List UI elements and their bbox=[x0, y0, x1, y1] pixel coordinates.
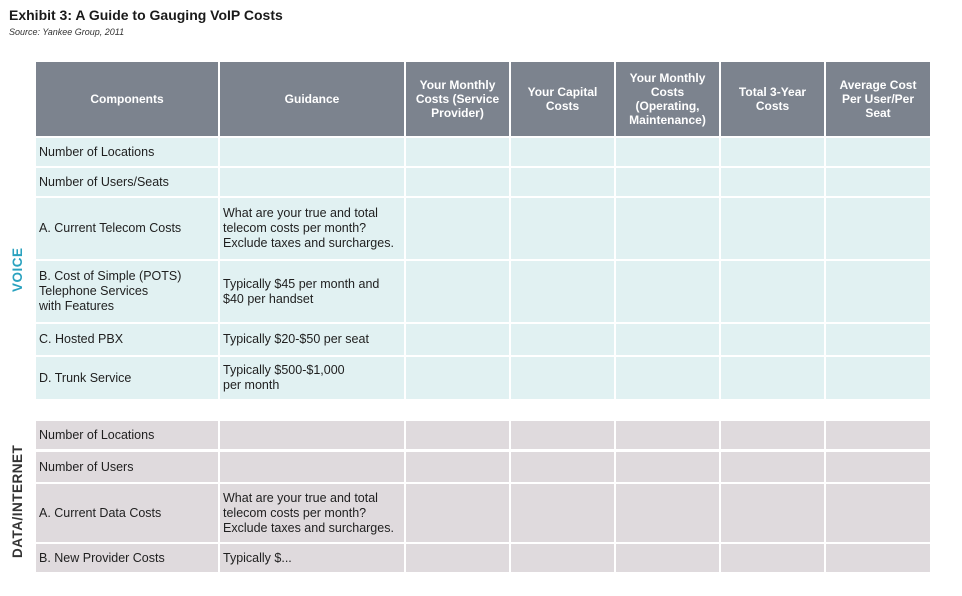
value-cell bbox=[721, 198, 824, 259]
value-cell bbox=[721, 544, 824, 572]
guidance-cell bbox=[220, 421, 404, 449]
value-cell bbox=[511, 484, 614, 542]
value-cell bbox=[406, 544, 509, 572]
component-cell: A. Current Telecom Costs bbox=[36, 198, 218, 259]
value-cell bbox=[511, 452, 614, 482]
guidance-cell bbox=[220, 452, 404, 482]
value-cell bbox=[721, 261, 824, 322]
value-cell bbox=[406, 484, 509, 542]
value-cell bbox=[406, 357, 509, 399]
header-components: Components bbox=[36, 62, 218, 136]
value-cell bbox=[826, 261, 930, 322]
value-cell bbox=[511, 324, 614, 355]
table-row: B. New Provider Costs Typically $... bbox=[36, 544, 930, 572]
guidance-cell: Typically $45 per month and $40 per hand… bbox=[220, 261, 404, 322]
component-cell: Number of Locations bbox=[36, 421, 218, 449]
value-cell bbox=[826, 452, 930, 482]
value-cell bbox=[721, 484, 824, 542]
component-cell: Number of Locations bbox=[36, 138, 218, 166]
guidance-cell: What are your true and total telecom cos… bbox=[220, 484, 404, 542]
value-cell bbox=[721, 452, 824, 482]
guidance-cell: Typically $500-$1,000 per month bbox=[220, 357, 404, 399]
value-cell bbox=[721, 168, 824, 196]
value-cell bbox=[826, 544, 930, 572]
header-total-3-year: Total 3-Year Costs bbox=[721, 62, 824, 136]
value-cell bbox=[826, 138, 930, 166]
value-cell bbox=[511, 168, 614, 196]
value-cell bbox=[616, 452, 719, 482]
component-cell: Number of Users/Seats bbox=[36, 168, 218, 196]
value-cell bbox=[616, 138, 719, 166]
source-note: Source: Yankee Group, 2011 bbox=[9, 27, 125, 37]
value-cell bbox=[511, 198, 614, 259]
component-cell: D. Trunk Service bbox=[36, 357, 218, 399]
component-cell: B. New Provider Costs bbox=[36, 544, 218, 572]
value-cell bbox=[721, 421, 824, 449]
value-cell bbox=[616, 421, 719, 449]
table-row: D. Trunk Service Typically $500-$1,000 p… bbox=[36, 357, 930, 399]
value-cell bbox=[826, 357, 930, 399]
header-average-cost: Average Cost Per User/Per Seat bbox=[826, 62, 930, 136]
value-cell bbox=[406, 198, 509, 259]
value-cell bbox=[826, 421, 930, 449]
component-cell: C. Hosted PBX bbox=[36, 324, 218, 355]
value-cell bbox=[826, 198, 930, 259]
header-monthly-service: Your Monthly Costs (Service Provider) bbox=[406, 62, 509, 136]
value-cell bbox=[406, 168, 509, 196]
value-cell bbox=[406, 452, 509, 482]
table-row: B. Cost of Simple (POTS) Telephone Servi… bbox=[36, 261, 930, 322]
value-cell bbox=[511, 544, 614, 572]
guidance-cell bbox=[220, 138, 404, 166]
component-cell: A. Current Data Costs bbox=[36, 484, 218, 542]
value-cell bbox=[406, 261, 509, 322]
value-cell bbox=[511, 421, 614, 449]
value-cell bbox=[616, 357, 719, 399]
value-cell bbox=[511, 261, 614, 322]
value-cell bbox=[616, 198, 719, 259]
table-row: Number of Users/Seats bbox=[36, 168, 930, 196]
value-cell bbox=[616, 544, 719, 572]
exhibit-title: Exhibit 3: A Guide to Gauging VoIP Costs bbox=[9, 7, 283, 23]
table-row: A. Current Data Costs What are your true… bbox=[36, 484, 930, 542]
section-label-data-internet: DATA/INTERNET bbox=[10, 444, 25, 558]
value-cell bbox=[826, 484, 930, 542]
guidance-cell: Typically $... bbox=[220, 544, 404, 572]
value-cell bbox=[406, 421, 509, 449]
guidance-cell bbox=[220, 168, 404, 196]
guidance-cell: What are your true and total telecom cos… bbox=[220, 198, 404, 259]
header-guidance: Guidance bbox=[220, 62, 404, 136]
component-cell: Number of Users bbox=[36, 452, 218, 482]
table-row: Number of Users bbox=[36, 452, 930, 482]
value-cell bbox=[721, 324, 824, 355]
value-cell bbox=[616, 484, 719, 542]
header-monthly-operating: Your Monthly Costs (Operating, Maintenan… bbox=[616, 62, 719, 136]
value-cell bbox=[511, 357, 614, 399]
value-cell bbox=[616, 324, 719, 355]
table-row: C. Hosted PBX Typically $20-$50 per seat bbox=[36, 324, 930, 355]
value-cell bbox=[406, 324, 509, 355]
header-capital: Your Capital Costs bbox=[511, 62, 614, 136]
value-cell bbox=[826, 168, 930, 196]
value-cell bbox=[826, 324, 930, 355]
value-cell bbox=[616, 261, 719, 322]
value-cell bbox=[616, 168, 719, 196]
table-row: Number of Locations bbox=[36, 138, 930, 166]
section-label-voice: VOICE bbox=[10, 247, 25, 292]
guidance-cell: Typically $20-$50 per seat bbox=[220, 324, 404, 355]
value-cell bbox=[511, 138, 614, 166]
component-cell: B. Cost of Simple (POTS) Telephone Servi… bbox=[36, 261, 218, 322]
table-header: Components Guidance Your Monthly Costs (… bbox=[36, 62, 930, 136]
value-cell bbox=[721, 357, 824, 399]
table-row: A. Current Telecom Costs What are your t… bbox=[36, 198, 930, 259]
table-row: Number of Locations bbox=[36, 421, 930, 449]
value-cell bbox=[721, 138, 824, 166]
value-cell bbox=[406, 138, 509, 166]
